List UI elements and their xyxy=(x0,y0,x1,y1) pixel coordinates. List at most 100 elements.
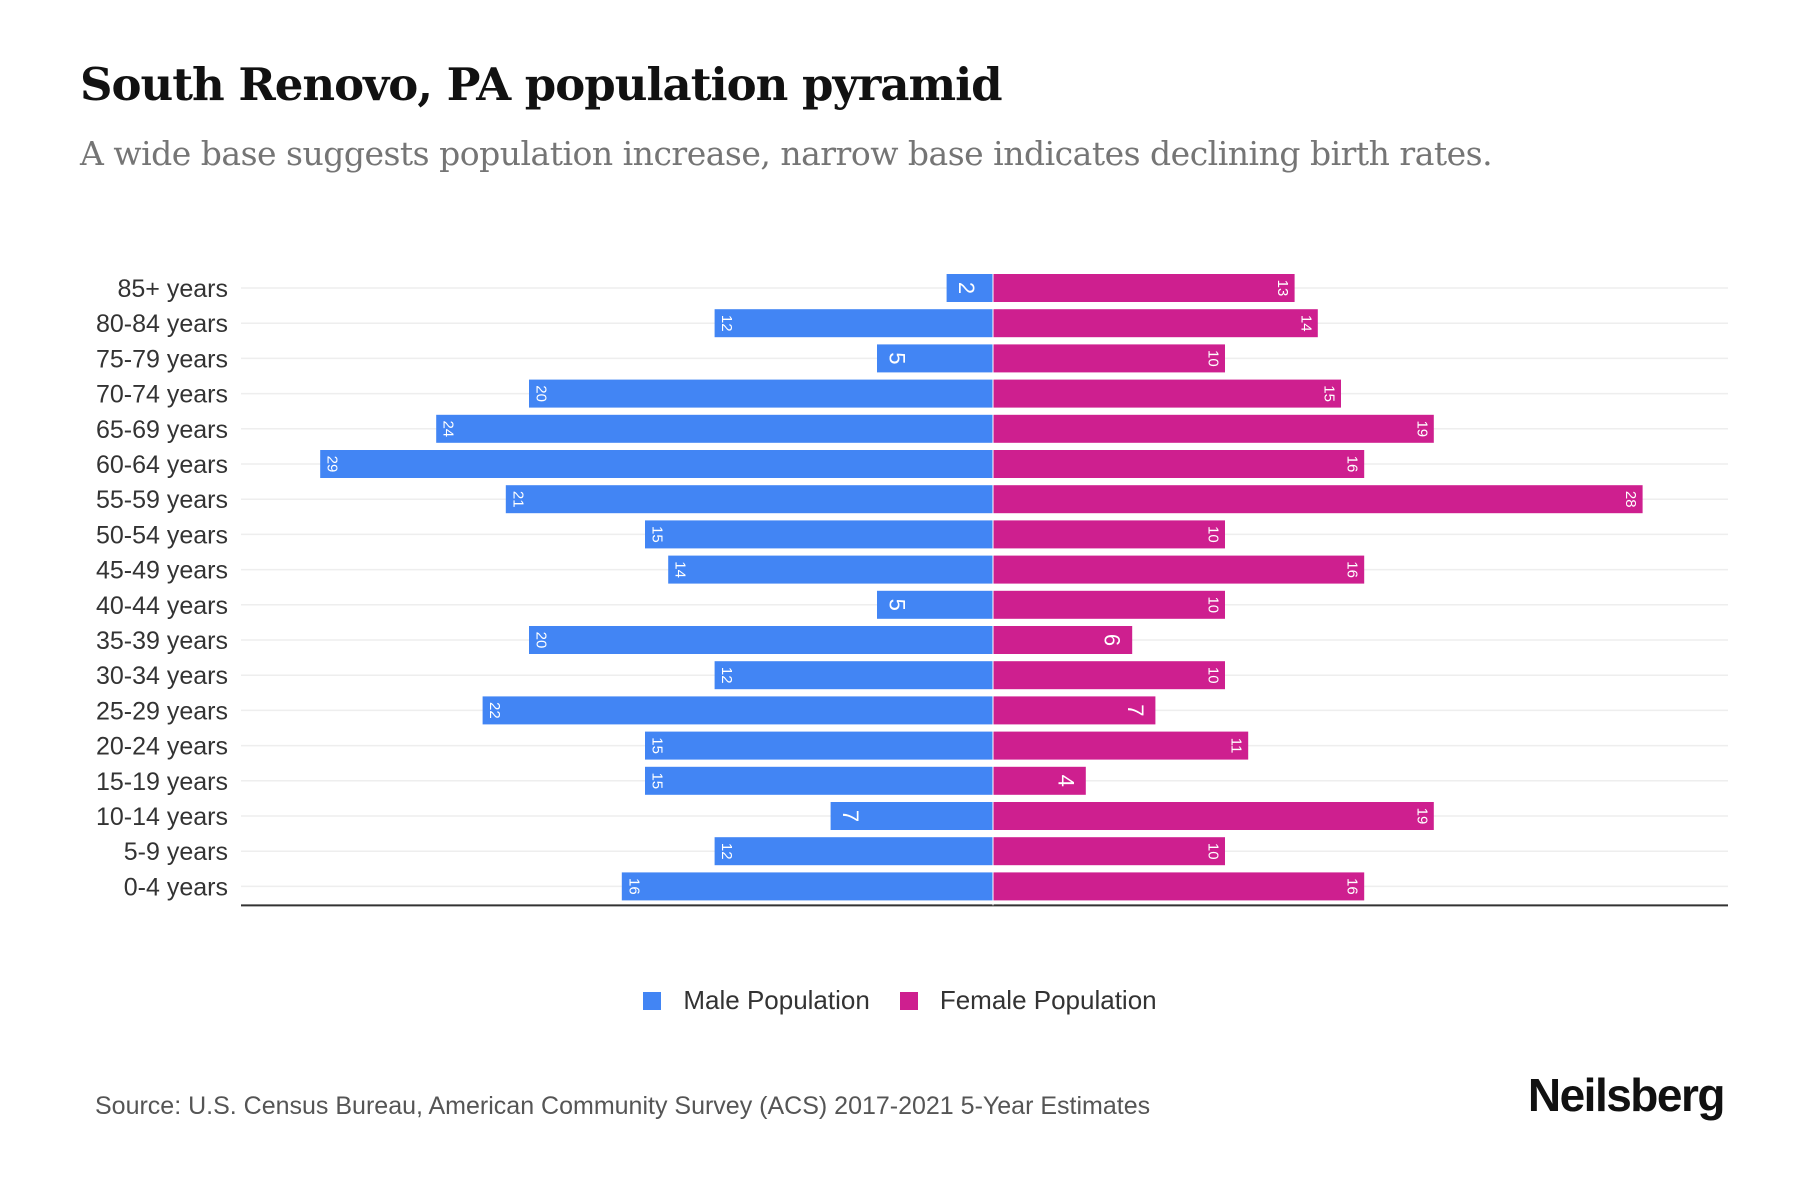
female-bar xyxy=(993,696,1156,725)
data-label: 16 xyxy=(625,878,642,895)
data-label: 7 xyxy=(1123,704,1148,716)
data-label: 19 xyxy=(1413,420,1430,437)
data-label: 10 xyxy=(1205,843,1222,860)
female-bar xyxy=(993,555,1365,584)
data-label: 5 xyxy=(885,599,910,611)
y-tick-label: 25-29 years xyxy=(96,697,228,725)
male-bar xyxy=(877,590,993,619)
male-bar xyxy=(714,661,993,690)
data-label: 22 xyxy=(486,702,503,719)
female-bar xyxy=(993,766,1086,795)
y-tick-label: 5-9 years xyxy=(124,838,228,866)
data-label: 10 xyxy=(1205,596,1222,613)
male-bar xyxy=(946,274,993,302)
data-label: 16 xyxy=(1344,878,1361,895)
female-bar xyxy=(993,344,1225,373)
chart-legend: Male Population Female Population xyxy=(0,985,1800,1016)
data-label: 2 xyxy=(954,282,979,294)
male-bar xyxy=(830,802,993,830)
data-label: 10 xyxy=(1205,526,1222,543)
y-tick-label: 15-19 years xyxy=(96,768,228,796)
male-bar xyxy=(877,344,993,373)
data-label: 24 xyxy=(440,420,457,437)
male-bar xyxy=(529,379,993,408)
data-label: 11 xyxy=(1228,738,1245,754)
female-bar xyxy=(993,626,1133,654)
brand-logo[interactable]: Neilsberg xyxy=(1527,1069,1726,1121)
male-bar xyxy=(714,309,993,338)
data-label: 12 xyxy=(718,843,735,860)
female-bar xyxy=(993,450,1365,478)
male-bar xyxy=(668,555,993,584)
female-bar xyxy=(993,837,1225,866)
y-tick-label: 0-4 years xyxy=(124,873,228,901)
data-label: 15 xyxy=(649,737,666,754)
female-bar xyxy=(993,485,1643,514)
y-tick-label: 60-64 years xyxy=(96,451,228,479)
male-bar xyxy=(505,485,993,514)
data-label: 14 xyxy=(672,561,689,578)
data-label: 15 xyxy=(649,526,666,543)
male-bar xyxy=(529,626,993,654)
y-tick-label: 50-54 years xyxy=(96,521,228,549)
female-bar xyxy=(993,379,1341,408)
data-label: 15 xyxy=(1321,385,1338,402)
data-label: 6 xyxy=(1100,634,1125,646)
legend-item-female[interactable]: Female Population xyxy=(899,985,1157,1016)
data-label: 4 xyxy=(1053,775,1078,787)
female-bar xyxy=(993,414,1434,443)
data-label: 7 xyxy=(838,810,863,822)
female-bar xyxy=(993,274,1295,302)
male-bar xyxy=(645,766,993,795)
male-bar xyxy=(714,837,993,866)
male-bar xyxy=(482,696,993,725)
male-bar xyxy=(436,414,993,443)
source-note: Source: U.S. Census Bureau, American Com… xyxy=(95,1092,1151,1120)
y-tick-label: 10-14 years xyxy=(96,803,228,831)
y-tick-label: 65-69 years xyxy=(96,416,228,444)
female-bar xyxy=(993,520,1225,549)
female-bar xyxy=(993,590,1225,619)
male-bar xyxy=(621,872,993,901)
y-tick-label: 40-44 years xyxy=(96,592,228,620)
y-tick-label: 20-24 years xyxy=(96,733,228,761)
data-label: 16 xyxy=(1344,561,1361,578)
data-label: 21 xyxy=(509,491,526,508)
female-bar xyxy=(993,731,1249,760)
data-label: 20 xyxy=(533,632,550,649)
data-label: 16 xyxy=(1344,456,1361,473)
female-bar xyxy=(993,309,1318,338)
y-tick-label: 70-74 years xyxy=(96,381,228,409)
data-label: 29 xyxy=(324,456,341,473)
data-label: 5 xyxy=(885,352,910,364)
data-label: 10 xyxy=(1205,667,1222,684)
legend-label-male: Male Population xyxy=(683,985,870,1015)
female-bar xyxy=(993,802,1434,830)
y-tick-label: 35-39 years xyxy=(96,627,228,655)
data-label: 10 xyxy=(1205,350,1222,367)
y-tick-label: 80-84 years xyxy=(96,310,228,338)
y-tick-label: 85+ years xyxy=(118,275,229,303)
data-label: 15 xyxy=(649,772,666,789)
female-bar xyxy=(993,872,1365,901)
chart-title: South Renovo, PA population pyramid xyxy=(80,58,1003,111)
data-label: 13 xyxy=(1274,280,1291,297)
data-label: 28 xyxy=(1622,491,1639,508)
legend-label-female: Female Population xyxy=(939,985,1157,1015)
male-bar xyxy=(645,731,993,760)
legend-swatch-male xyxy=(643,991,662,1010)
data-label: 12 xyxy=(718,315,735,332)
y-tick-label: 55-59 years xyxy=(96,486,228,514)
female-bar xyxy=(993,661,1225,690)
legend-swatch-female xyxy=(899,991,918,1010)
chart-subtitle: A wide base suggests population increase… xyxy=(80,134,1493,173)
data-label: 14 xyxy=(1297,315,1314,332)
y-tick-label: 45-49 years xyxy=(96,557,228,585)
data-label: 20 xyxy=(533,385,550,402)
data-label: 12 xyxy=(718,667,735,684)
legend-item-male[interactable]: Male Population xyxy=(643,985,870,1016)
male-bar xyxy=(645,520,993,549)
male-bar xyxy=(320,450,993,478)
data-label: 19 xyxy=(1413,808,1430,825)
